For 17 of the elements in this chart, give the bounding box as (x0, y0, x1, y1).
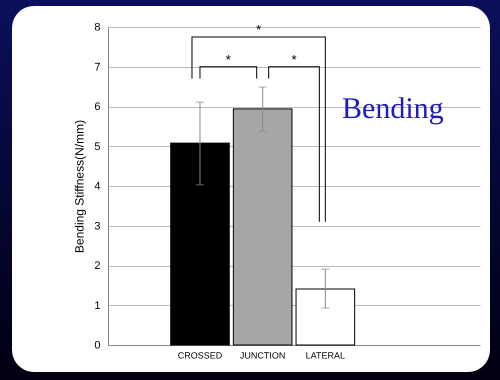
y-tick-label: 3 (94, 220, 100, 232)
y-tick-label: 7 (94, 61, 100, 74)
y-tick-label: 1 (94, 300, 100, 312)
annotation: * (256, 22, 262, 37)
annotation: Bending (342, 92, 444, 125)
y-tick-label: 5 (94, 140, 100, 153)
annotation: * (291, 52, 297, 67)
y-tick-label: 6 (94, 101, 100, 113)
y-tick-label: 2 (94, 260, 100, 272)
y-axis-title: Bending Stiffness(N/mm) (72, 120, 86, 254)
annotation: * (226, 52, 231, 67)
y-tick-label: 4 (94, 180, 100, 192)
x-tick-label: CROSSED (178, 350, 223, 360)
x-tick-label: JUNCTION (240, 350, 286, 360)
y-tick-label: 0 (94, 340, 100, 352)
x-tick-label: LATERAL (306, 350, 346, 360)
y-tick-label: 8 (94, 22, 100, 34)
